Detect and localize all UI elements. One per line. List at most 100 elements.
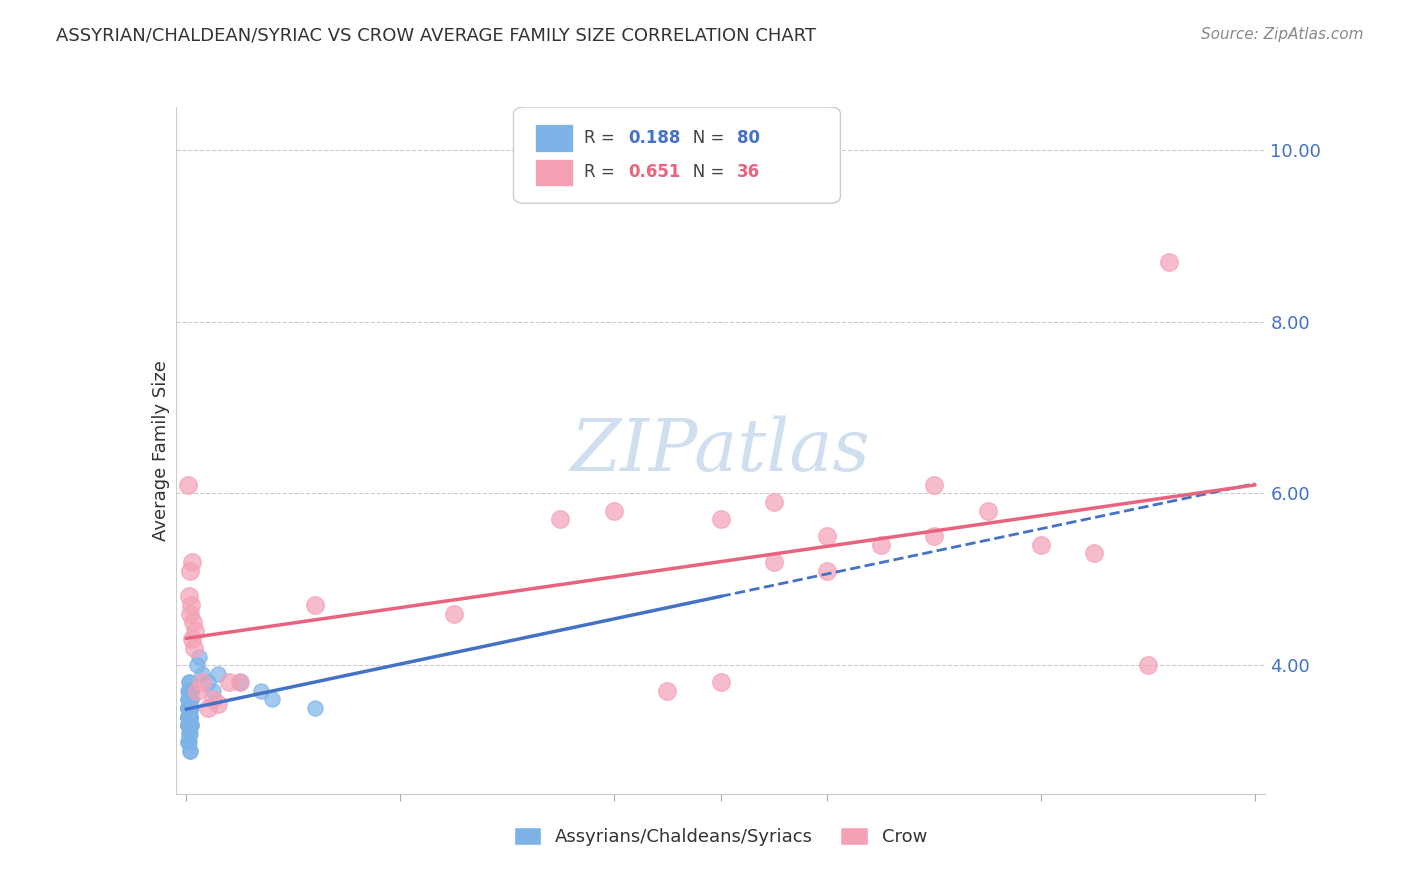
Point [180,598,202,612]
Legend: Assyrians/Chaldeans/Syriacs, Crow: Assyrians/Chaldeans/Syriacs, Crow [506,820,935,854]
Point [179,718,201,732]
Point [976,503,998,517]
Point [177,683,200,698]
Point [762,495,785,509]
Point [179,709,201,723]
Point [180,692,202,706]
Point [179,692,201,706]
Point [815,529,838,543]
Point [762,555,785,569]
Point [176,701,198,715]
Point [550,512,572,526]
Point [710,512,733,526]
Point [443,607,465,621]
Point [177,692,200,706]
Point [179,692,201,706]
Bar [536,124,574,152]
Y-axis label: Average Family Size: Average Family Size [152,360,170,541]
Point [177,590,200,604]
Point [177,692,200,706]
Point [191,666,214,681]
Text: R =: R = [585,163,620,181]
Point [177,727,200,741]
Point [179,701,201,715]
Point [177,701,200,715]
Point [180,683,202,698]
Point [183,640,205,655]
Point [179,701,201,715]
Point [176,701,198,715]
Point [197,701,219,715]
Text: 80: 80 [737,129,759,147]
Point [177,683,200,698]
Point [1029,538,1052,552]
Point [179,709,201,723]
Point [176,478,198,492]
Point [176,735,198,749]
Point [207,697,229,711]
Point [922,478,945,492]
Text: 36: 36 [737,163,761,181]
Text: 0.651: 0.651 [628,163,681,181]
Point [177,709,200,723]
Point [176,709,198,723]
Point [177,692,200,706]
Point [179,607,201,621]
FancyBboxPatch shape [513,107,841,203]
Point [177,692,200,706]
Point [176,701,198,715]
Point [177,675,200,690]
Point [229,675,252,690]
Point [177,701,200,715]
Point [207,666,229,681]
Point [179,744,201,758]
Point [177,701,200,715]
Point [176,692,198,706]
Point [179,692,201,706]
Point [186,658,208,673]
Point [218,675,240,690]
Text: 0.188: 0.188 [628,129,681,147]
Point [179,701,201,715]
Text: N =: N = [678,163,730,181]
Point [179,744,201,758]
Point [1083,546,1105,561]
Point [1159,254,1181,268]
Point [176,709,198,723]
Point [184,624,207,638]
Point [191,675,214,690]
Point [176,718,198,732]
Point [202,692,225,706]
Point [815,564,838,578]
Point [177,701,200,715]
Point [710,675,733,690]
Point [179,701,201,715]
Point [179,564,201,578]
Point [180,701,202,715]
Point [176,718,198,732]
Point [180,632,202,647]
Point [177,701,200,715]
Point [177,692,200,706]
Point [180,692,202,706]
Point [202,683,225,698]
Point [180,718,202,732]
Point [176,718,198,732]
Text: R =: R = [585,129,620,147]
Point [229,675,252,690]
Point [657,683,679,698]
Point [177,701,200,715]
Point [177,727,200,741]
Point [181,615,204,630]
Point [176,701,198,715]
Point [176,701,198,715]
Point [176,683,198,698]
Point [177,683,200,698]
Point [176,709,198,723]
Point [180,718,202,732]
Point [304,598,326,612]
Point [603,503,626,517]
Point [179,692,201,706]
Point [304,701,326,715]
Text: ASSYRIAN/CHALDEAN/SYRIAC VS CROW AVERAGE FAMILY SIZE CORRELATION CHART: ASSYRIAN/CHALDEAN/SYRIAC VS CROW AVERAGE… [56,27,817,45]
